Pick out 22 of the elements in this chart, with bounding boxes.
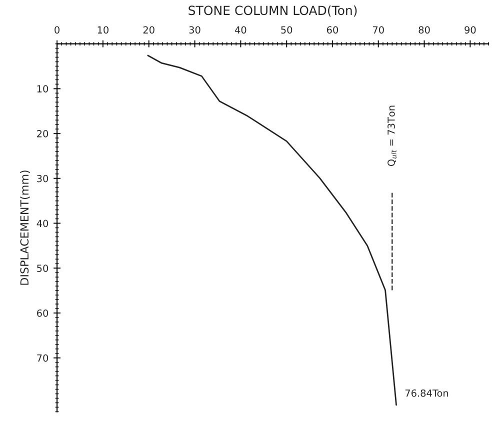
annotation: 76.84Ton xyxy=(405,389,448,397)
y-tick-label: 70 xyxy=(37,354,48,362)
x-tick-label: 80 xyxy=(418,26,430,34)
x-tick-label: 20 xyxy=(143,26,154,34)
y-tick-label: 50 xyxy=(37,264,48,272)
x-tick-label: 10 xyxy=(98,26,108,34)
x-tick-label: 70 xyxy=(372,26,384,34)
x-tick-label: 90 xyxy=(464,26,476,34)
y-tick-label: 60 xyxy=(37,309,48,317)
x-axis-title: STONE COLUMN LOAD(Ton) xyxy=(188,5,357,17)
x-tick-label: 40 xyxy=(234,26,246,34)
y-tick-label: 40 xyxy=(36,220,48,228)
line-series xyxy=(147,54,397,406)
x-tick-label: 50 xyxy=(281,26,292,34)
y-axis-title: DISPLACEMENT(mm) xyxy=(20,170,30,285)
y-tick-label: 30 xyxy=(37,174,48,182)
y-tick-label: 10 xyxy=(37,85,48,92)
x-tick-label: 30 xyxy=(189,26,200,34)
y-tick-label: 20 xyxy=(37,130,48,138)
x-tick-label: 60 xyxy=(326,26,338,34)
ref-line-label: Q$_{ult}$ = 73Ton xyxy=(388,106,396,166)
x-tick-label: 0 xyxy=(54,26,60,34)
